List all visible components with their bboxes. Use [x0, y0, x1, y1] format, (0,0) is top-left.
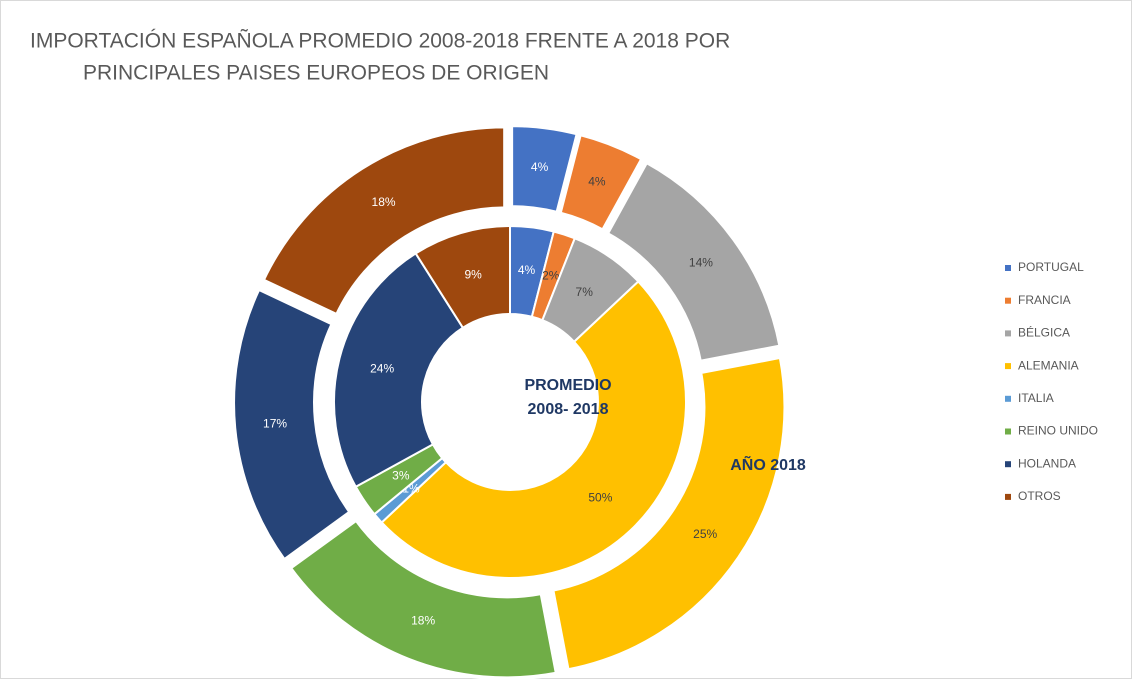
data-label: 7% [576, 285, 594, 299]
data-label: 4% [518, 263, 536, 277]
data-label: 2% [542, 269, 560, 283]
legend-label: FRANCIA [1018, 293, 1071, 307]
legend-label: ITALIA [1018, 391, 1054, 405]
data-label: 17% [263, 416, 287, 430]
legend-label: HOLANDA [1018, 456, 1076, 470]
data-label: 18% [411, 614, 435, 628]
legend-swatch [1005, 330, 1011, 337]
chart-title: IMPORTACIÓN ESPAÑOLA PROMEDIO 2008-2018 … [30, 29, 730, 53]
legend-swatch [1005, 363, 1011, 370]
donut-segment [557, 131, 646, 234]
data-label: 18% [372, 195, 396, 209]
donut-segment [333, 252, 465, 489]
chart-title: PRINCIPALES PAISES EUROPEOS DE ORIGEN [83, 62, 549, 85]
legend-label: OTROS [1018, 489, 1061, 503]
data-label: 4% [588, 175, 606, 189]
donut-segment [509, 123, 581, 216]
legend-label: PORTUGAL [1018, 260, 1084, 274]
data-label: 3% [392, 468, 410, 482]
donut-segment [604, 159, 783, 365]
data-label: 25% [693, 527, 717, 541]
donut-segment [549, 354, 788, 673]
data-label: 9% [465, 267, 483, 281]
donut-segment [380, 280, 687, 579]
donut-segment [260, 124, 508, 318]
legend-swatch [1005, 461, 1011, 468]
donut-segment [414, 224, 511, 330]
legend-label: REINO UNIDO [1018, 424, 1098, 438]
data-label: 14% [689, 255, 713, 269]
legend-swatch [1005, 493, 1011, 500]
legend-label: ALEMANIA [1018, 358, 1079, 372]
legend-swatch [1005, 428, 1011, 435]
donut-segment [231, 286, 354, 564]
legend-label: BÉLGICA [1018, 325, 1070, 340]
data-label: 50% [588, 490, 612, 504]
data-label: 4% [531, 160, 549, 174]
legend-swatch [1005, 297, 1011, 304]
legend-swatch [1005, 265, 1011, 271]
donut-segment [287, 516, 560, 679]
legend-swatch [1005, 395, 1011, 402]
ring-label: AÑO 2018 [730, 454, 806, 474]
ring-label: PROMEDIO 2008- 2018 [524, 377, 611, 418]
data-label: 24% [370, 361, 394, 375]
